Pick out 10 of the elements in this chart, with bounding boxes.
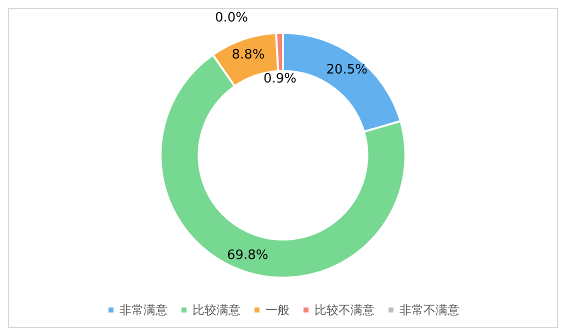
legend-label: 非常不满意: [400, 303, 460, 317]
text: 0.0%: [214, 10, 248, 26]
data-label: 8.8%: [232, 47, 265, 62]
data-label: 69.8%: [226, 248, 268, 264]
data-label: 0.9%: [263, 71, 297, 86]
legend-label: 一般: [266, 303, 290, 317]
legend-label: 非常满意: [120, 303, 168, 317]
data-label: 20.5%: [326, 62, 368, 78]
legend-label: 比较满意: [192, 303, 240, 317]
legend-label: 比较不满意: [314, 303, 374, 317]
